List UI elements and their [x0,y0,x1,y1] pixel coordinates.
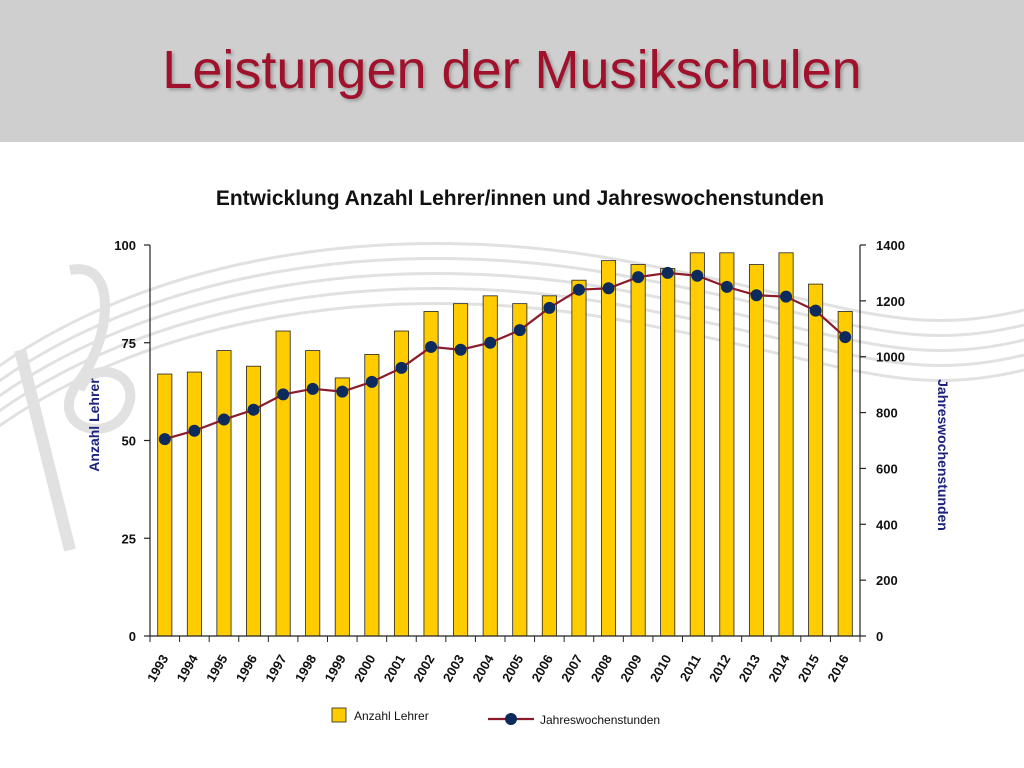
series-point [277,388,290,401]
x-tick-label: 2000 [351,652,378,685]
series-point [602,282,615,295]
bar [601,260,617,637]
left-tick-label: 75 [122,336,136,351]
series-point [365,375,378,388]
x-tick-label: 1996 [233,652,260,685]
series-point [454,343,467,356]
x-tick-label: 1993 [144,652,171,685]
series-point [158,433,171,446]
x-tick-label: 2012 [706,652,733,685]
slide-title: Leistungen der Musikschulen [162,40,862,100]
x-tick-label: 2011 [677,652,704,684]
series-point [572,283,585,296]
x-tick-label: 2002 [410,652,437,685]
x-tick-label: 1997 [262,652,289,685]
left-tick-label: 50 [122,434,136,449]
bar [512,303,528,637]
series-point [720,280,733,293]
series-point [188,424,201,437]
bar [334,377,350,637]
legend-bar-label: Anzahl Lehrer [354,709,429,723]
bar [216,350,232,637]
right-tick-label: 0 [876,629,883,644]
music-notes-decoration [0,242,1024,552]
series-line [164,271,846,441]
series-point [513,324,526,337]
series-point [484,336,497,349]
x-tick-label: 1999 [321,652,348,685]
right-tick-label: 1200 [876,294,905,309]
x-tick-label: 2004 [469,651,497,684]
x-tick-label: 2016 [824,652,851,685]
series-point [543,301,556,314]
bar [423,311,439,637]
bar [571,279,587,637]
series-point [780,290,793,303]
title-band [0,0,1024,142]
series-point [217,413,230,426]
x-tick-label: 2005 [499,652,526,685]
bar [364,354,380,637]
series-point [336,385,349,398]
series-point [809,304,822,317]
right-tick-label: 800 [876,406,898,421]
x-tick-label: 2003 [440,652,467,685]
bar [808,283,824,637]
bar [778,252,794,637]
legend-line-label: Jahreswochenstunden [540,713,660,727]
x-tick-label: 2010 [647,652,674,685]
chart-title: Entwicklung Anzahl Lehrer/innen und Jahr… [216,187,824,210]
bar [689,252,705,637]
bar [541,295,557,637]
x-tick-label: 2015 [795,652,822,685]
series-point [395,361,408,374]
x-tick-label: 2009 [617,652,644,685]
x-tick-label: 1998 [292,652,319,685]
x-tick-label: 1994 [174,651,202,684]
bar [157,373,173,637]
series-point [306,382,319,395]
bar [186,371,202,637]
series-point [750,289,763,302]
right-tick-label: 200 [876,573,898,588]
series-point [839,331,852,344]
bar [630,264,646,637]
left-axis-title: Anzahl Lehrer [86,378,102,472]
x-tick-label: 2014 [765,651,793,684]
left-tick-label: 0 [129,629,136,644]
right-tick-label: 400 [876,517,898,532]
legend-line-marker [505,713,517,725]
bar [393,330,409,637]
bar [837,311,853,637]
series-point [425,340,438,353]
x-tick-label: 2008 [588,652,615,685]
series-point [691,269,704,282]
series-point [661,266,674,279]
x-tick-label: 2013 [736,652,763,685]
bar [719,252,735,637]
x-tick-label: 1995 [203,652,230,685]
series-point [247,403,260,416]
bar [275,330,291,637]
x-tick-label: 2001 [381,652,408,685]
left-tick-label: 25 [122,531,136,546]
legend-bar-swatch [331,707,347,723]
right-tick-label: 600 [876,461,898,476]
left-tick-label: 100 [114,238,136,253]
x-tick-label: 2007 [558,652,585,685]
series-point [632,271,645,284]
right-tick-label: 1400 [876,238,905,253]
bar [660,268,676,637]
bar [748,264,764,637]
right-axis-title: Jahreswochenstunden [935,379,951,531]
x-tick-label: 2006 [529,652,556,685]
right-tick-label: 1000 [876,350,905,365]
